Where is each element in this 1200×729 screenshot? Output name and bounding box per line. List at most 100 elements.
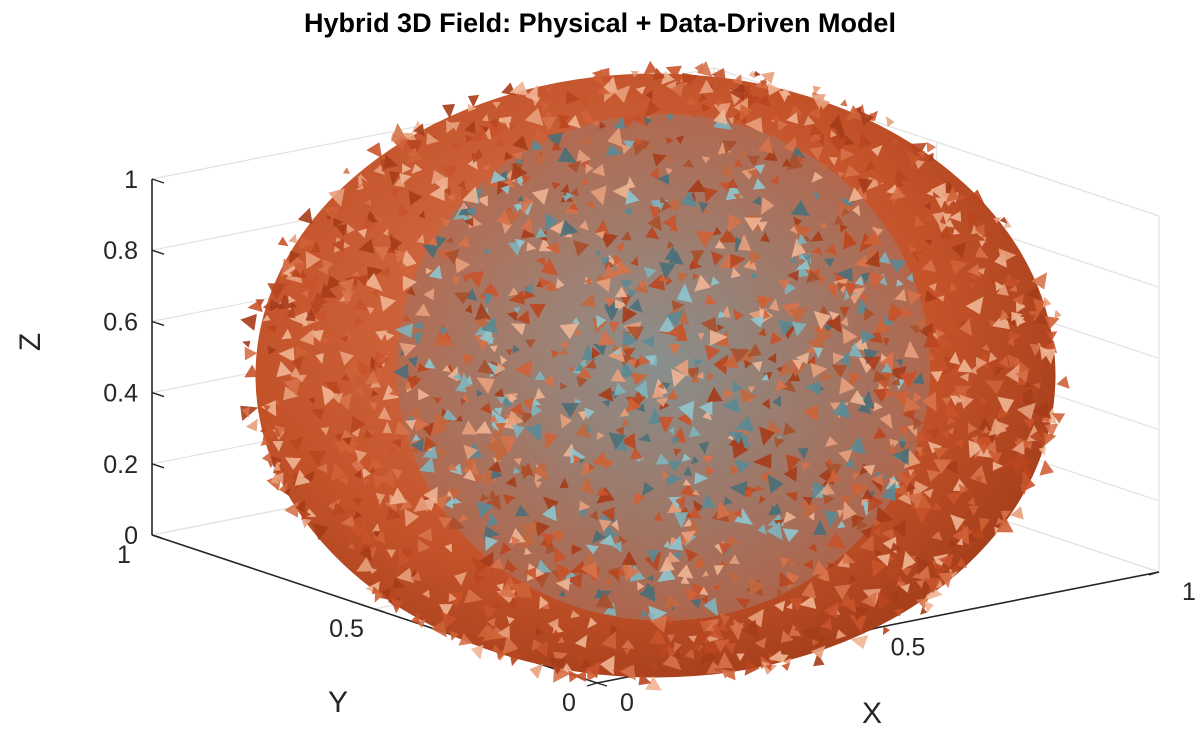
surface-facet [516, 310, 530, 325]
surface-facet [342, 470, 349, 478]
surface-facet [874, 319, 891, 334]
surface-facet [717, 310, 726, 319]
surface-facet [686, 507, 702, 519]
surface-facet [299, 329, 314, 346]
surface-facet [890, 377, 901, 386]
surface-facet [561, 403, 580, 419]
surface-facet [747, 155, 761, 167]
surface-facet [665, 616, 675, 625]
surface-facet [873, 370, 889, 383]
surface-facet [473, 572, 486, 585]
surface-facet [981, 227, 993, 239]
y-tick [151, 534, 163, 539]
surface-facet [699, 79, 714, 94]
surface-facet [557, 636, 565, 644]
surface-facet [820, 371, 833, 381]
surface-facet [791, 238, 806, 258]
surface-facet [836, 509, 845, 518]
surface-facet [952, 228, 960, 235]
surface-facet [815, 327, 833, 345]
surface-facet [687, 179, 707, 193]
surface-facet [861, 488, 874, 500]
surface-facet [593, 343, 607, 356]
surface-facet [721, 669, 732, 679]
surface-facet [534, 370, 546, 380]
surface-facet [244, 346, 258, 361]
surface-facet [949, 395, 962, 406]
surface-facet [479, 282, 500, 298]
surface-facet [798, 252, 806, 260]
surface-facet [732, 193, 741, 202]
surface-facet [489, 345, 498, 353]
surface-facet [790, 256, 797, 264]
surface-facet [599, 231, 618, 248]
surface-facet [521, 174, 532, 185]
surface-facet [778, 319, 796, 337]
surface-facet [607, 346, 625, 363]
surface-facet [757, 221, 768, 233]
surface-facet [674, 642, 682, 652]
surface-facet [441, 611, 457, 628]
surface-facet [458, 180, 466, 190]
surface-facet [848, 574, 858, 584]
surface-facet [513, 467, 521, 475]
surface-facet [573, 328, 580, 337]
surface-facet [262, 451, 273, 464]
z-tick [151, 463, 165, 469]
surface-facet [463, 469, 476, 482]
surface-facet [274, 425, 286, 437]
surface-facet [924, 202, 931, 211]
surface-facet [496, 583, 504, 592]
surface-facet [448, 489, 460, 501]
surface-facet [871, 145, 883, 157]
surface-facet [630, 256, 639, 267]
surface-facet [574, 422, 591, 439]
z-tick-label: 1 [124, 166, 138, 194]
surface-facet [428, 264, 442, 280]
surface-facet [581, 111, 595, 125]
surface-facet [613, 85, 631, 103]
surface-facet [269, 298, 281, 312]
surface-facet [358, 360, 375, 378]
surface-facet [525, 422, 542, 442]
surface-facet [388, 446, 397, 455]
surface-facet [523, 567, 536, 579]
surface-facet [620, 230, 632, 241]
surface-facet [666, 154, 674, 162]
surface-facet [448, 516, 465, 530]
surface-facet [909, 142, 927, 160]
surface-facet [909, 324, 921, 334]
surface-facet [1044, 423, 1059, 438]
surface-facet [756, 94, 771, 107]
surface-facet [996, 515, 1014, 533]
surface-facet [902, 550, 916, 570]
surface-facet [830, 133, 840, 145]
surface-facet [531, 638, 543, 652]
surface-facet [621, 639, 635, 649]
surface-facet [694, 62, 704, 74]
surface-facet [719, 181, 733, 192]
surface-facet [812, 85, 822, 95]
surface-facet [707, 371, 715, 382]
surface-facet [722, 389, 734, 400]
surface-facet [763, 148, 778, 161]
surface-facet [803, 115, 815, 126]
surface-facet [734, 509, 742, 519]
surface-facet [591, 163, 605, 177]
surface-facet [461, 420, 478, 435]
surface-facet [797, 447, 809, 460]
surface-facet [543, 374, 554, 388]
surface-facet [737, 234, 752, 251]
surface-facet [386, 503, 402, 521]
surface-facet [670, 82, 685, 98]
surface-facet [463, 217, 474, 227]
surface-facet [968, 422, 978, 434]
surface-facet [284, 457, 302, 470]
surface-facet [607, 569, 620, 579]
surface-facet [332, 502, 348, 515]
surface-facet [534, 520, 550, 537]
surface-facet [852, 603, 869, 621]
surface-facet [422, 443, 438, 459]
surface-facet [645, 676, 662, 691]
